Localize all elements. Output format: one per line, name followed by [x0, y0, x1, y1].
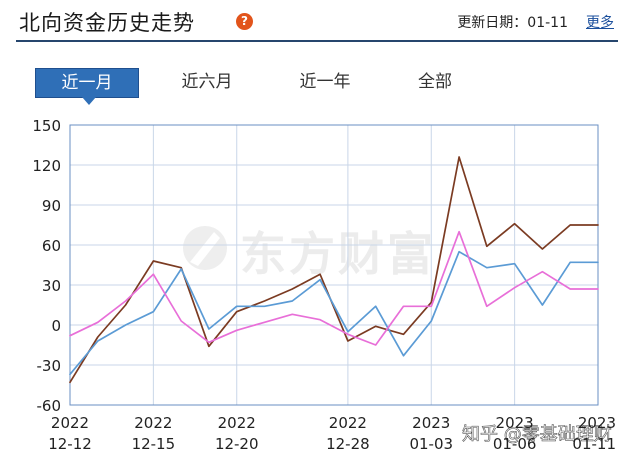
watermark: 东方财富 知乎 @零基础理财: [183, 226, 612, 445]
x-tick-date: 12-28: [326, 435, 370, 453]
x-tick-year: 2022: [218, 414, 256, 432]
series-line-2: [69, 230, 599, 346]
x-tick-date: 01-06: [493, 435, 537, 453]
update-date: 更新日期：01-11: [457, 15, 568, 31]
y-tick-label: 30: [42, 277, 61, 295]
series-lines: [69, 156, 599, 384]
y-tick-label: 90: [42, 197, 61, 215]
active-tab-pointer: [82, 97, 96, 105]
brand-watermark: 东方财富: [240, 227, 436, 281]
header-divider: [16, 40, 618, 42]
plot-frame: [69, 124, 599, 406]
page-title: 北向资金历史走势: [19, 11, 195, 35]
y-tick-label: -60: [37, 397, 62, 415]
x-tick-date: 01-03: [409, 435, 453, 453]
x-tick-date: 12-12: [48, 435, 92, 453]
x-tick-year: 2022: [51, 414, 89, 432]
y-tick-label: 120: [32, 157, 61, 175]
x-tick-year: 2023: [412, 414, 450, 432]
brand-logo-icon: [183, 226, 227, 270]
series-line-1: [69, 250, 599, 376]
period-tabs: 近一月 近六月 近一年 全部: [0, 64, 640, 105]
x-tick-year: 2022: [329, 414, 367, 432]
x-tick-date: 12-20: [215, 435, 259, 453]
y-tick-label: 60: [42, 237, 61, 255]
header: 北向资金历史走势 ? 更新日期：01-11 更多: [0, 0, 640, 42]
tab-six-months[interactable]: 近六月: [181, 72, 233, 92]
question-icon[interactable]: ?: [236, 13, 253, 30]
tab-one-month[interactable]: 近一月: [35, 68, 139, 98]
y-tick-label: 150: [32, 117, 61, 135]
x-tick-year: 2022: [134, 414, 172, 432]
x-tick-date: 01-11: [572, 435, 616, 453]
x-tick-year: 2023: [578, 414, 616, 432]
tab-all[interactable]: 全部: [418, 72, 452, 92]
y-tick-label: 0: [51, 317, 61, 335]
x-axis: 2022 12-12 2022 12-15 2022 12-20 2022 12-28 2023…: [48, 414, 616, 453]
series-line-0: [69, 156, 599, 384]
more-link[interactable]: 更多: [586, 15, 614, 31]
y-tick-label: -30: [37, 357, 62, 375]
chart-grid: [70, 125, 598, 405]
tab-one-year[interactable]: 近一年: [299, 72, 351, 92]
credit-watermark: 知乎 @零基础理财: [462, 424, 612, 445]
y-axis: 150 120 90 60 30 0 -30 -60: [32, 117, 61, 415]
x-tick-date: 12-15: [132, 435, 176, 453]
x-tick-year: 2023: [496, 414, 534, 432]
